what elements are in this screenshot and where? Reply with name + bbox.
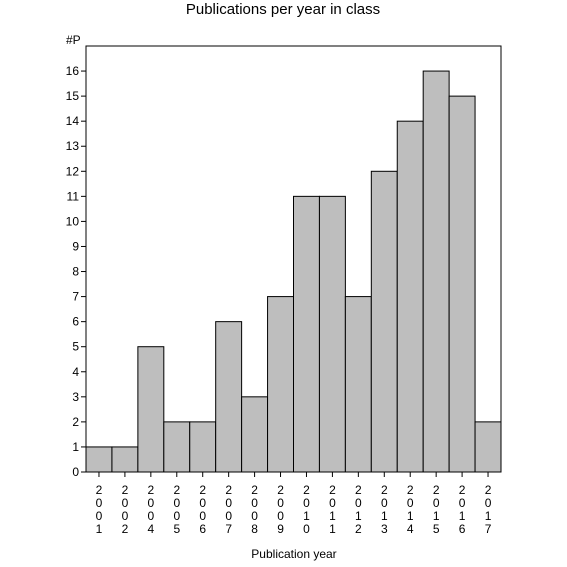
y-tick-label: 6 bbox=[72, 315, 79, 329]
bar-2009 bbox=[267, 296, 294, 473]
bar-2007 bbox=[215, 321, 243, 473]
y-tick-label: 2 bbox=[72, 415, 79, 429]
y-tick-label: 9 bbox=[72, 239, 79, 253]
bar-2017 bbox=[474, 421, 502, 473]
bar-2015 bbox=[422, 70, 450, 473]
bar-2016 bbox=[448, 95, 476, 473]
y-tick-label: 0 bbox=[72, 465, 79, 479]
y-tick-label: 11 bbox=[67, 189, 80, 203]
y-tick-label: 8 bbox=[72, 265, 79, 279]
y-tick-label: 1 bbox=[72, 440, 79, 454]
y-axis-label: #P bbox=[66, 33, 81, 47]
bar-2002 bbox=[111, 446, 139, 473]
x-axis-label: Publication year bbox=[251, 547, 336, 561]
y-tick-label: 7 bbox=[72, 290, 79, 304]
x-axis: 2 0 0 1 2 0 0 2 2 0 0 4 2 0 0 5 2 0 0 6 2 0 0 7 2 0 0 8 2 0 0 9 2 0 1 0 2 0 1 1… bbox=[96, 472, 492, 536]
bar-2005 bbox=[163, 421, 191, 473]
bar-2004 bbox=[137, 346, 165, 473]
y-tick-label: 10 bbox=[66, 214, 80, 228]
y-tick-label: 14 bbox=[66, 114, 80, 128]
y-tick-label: 3 bbox=[72, 390, 79, 404]
bar-2006 bbox=[189, 421, 217, 473]
bar-2008 bbox=[241, 396, 269, 473]
bar-2011 bbox=[318, 195, 346, 473]
y-tick-label: 12 bbox=[66, 164, 80, 178]
bar-2014 bbox=[396, 120, 424, 473]
y-tick-label: 16 bbox=[66, 64, 80, 78]
y-tick-label: 13 bbox=[66, 139, 80, 153]
y-tick-label: 15 bbox=[66, 89, 80, 103]
bar-2012 bbox=[344, 296, 372, 473]
plot-frame bbox=[85, 45, 502, 473]
chart-title: Publications per year in class bbox=[186, 1, 380, 18]
bar-2001 bbox=[85, 446, 113, 473]
y-tick-label: 4 bbox=[72, 365, 79, 379]
bar-2013 bbox=[370, 170, 398, 473]
bars-group bbox=[85, 70, 502, 473]
bar-2010 bbox=[293, 195, 320, 473]
y-tick-label: 5 bbox=[72, 340, 79, 354]
